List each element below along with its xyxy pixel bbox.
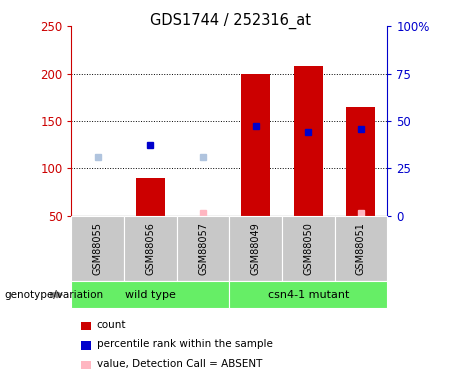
Text: percentile rank within the sample: percentile rank within the sample: [97, 339, 273, 349]
Text: GSM88049: GSM88049: [251, 222, 260, 275]
Bar: [294, 66, 323, 216]
Bar: [347, 107, 375, 216]
Text: GSM88050: GSM88050: [303, 222, 313, 275]
Text: value, Detection Call = ABSENT: value, Detection Call = ABSENT: [97, 359, 262, 369]
Bar: [241, 74, 270, 216]
Text: GDS1744 / 252316_at: GDS1744 / 252316_at: [150, 13, 311, 29]
Text: wild type: wild type: [125, 290, 176, 300]
Text: GSM88055: GSM88055: [93, 222, 103, 275]
Text: count: count: [97, 320, 126, 330]
Text: GSM88056: GSM88056: [145, 222, 155, 275]
Bar: [136, 178, 165, 216]
Text: GSM88051: GSM88051: [356, 222, 366, 275]
Text: GSM88057: GSM88057: [198, 222, 208, 275]
Text: genotype/variation: genotype/variation: [5, 290, 104, 300]
Text: csn4-1 mutant: csn4-1 mutant: [267, 290, 349, 300]
